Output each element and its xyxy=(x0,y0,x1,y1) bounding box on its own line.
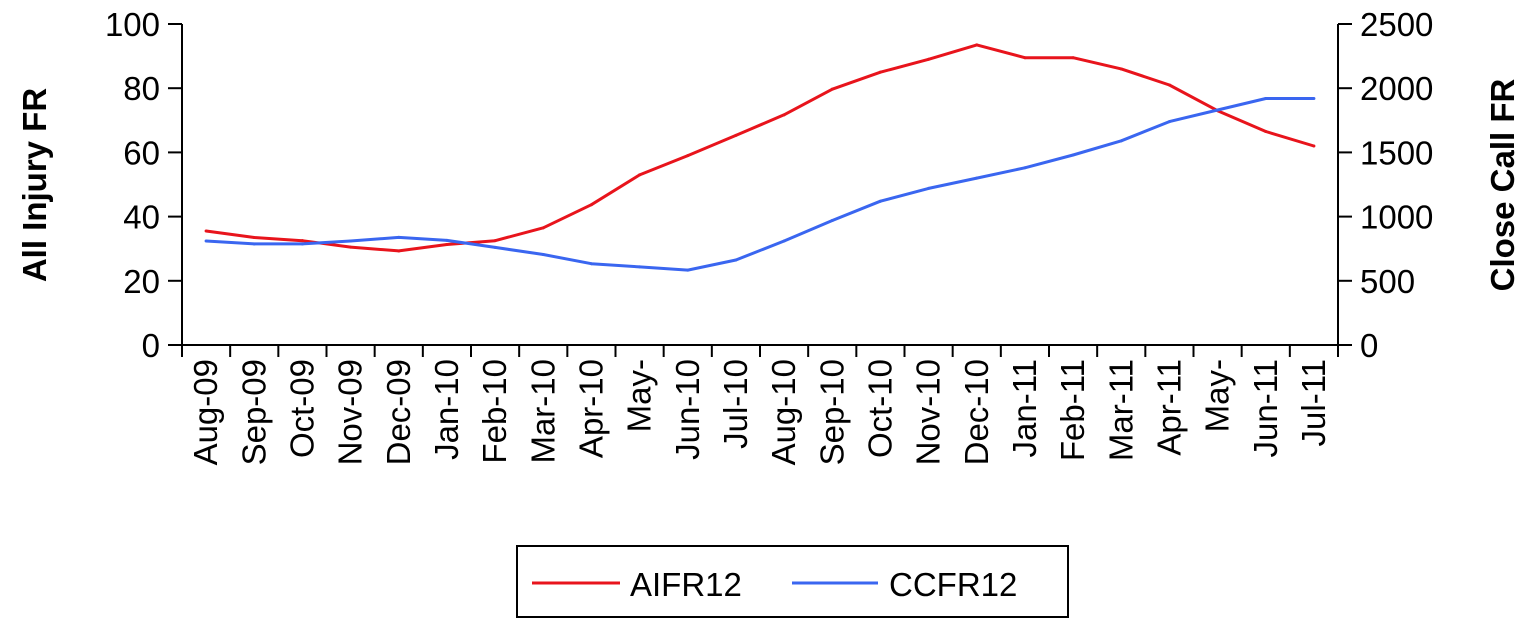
data-point-aifr12 xyxy=(1071,56,1075,60)
right-axis-tick-label: 500 xyxy=(1360,263,1415,300)
x-axis-tick-label: Oct-10 xyxy=(861,359,898,458)
right-axis-tick-label: 1000 xyxy=(1360,199,1433,236)
data-point-ccfr12 xyxy=(878,199,882,203)
data-point-ccfr12 xyxy=(349,239,353,243)
data-point-aifr12 xyxy=(541,226,545,230)
left-axis-tick-label: 40 xyxy=(123,199,160,236)
x-axis-tick-label: Sep-10 xyxy=(813,359,850,465)
data-point-ccfr12 xyxy=(1264,96,1268,100)
x-axis-tick-label: Jul-10 xyxy=(717,359,754,449)
data-point-ccfr12 xyxy=(782,239,786,243)
data-point-ccfr12 xyxy=(204,239,208,243)
data-point-ccfr12 xyxy=(1071,153,1075,157)
left-axis-title: All Injury FR xyxy=(16,88,53,283)
chart-plot-area xyxy=(204,43,1316,272)
x-axis-tick-label: Aug-10 xyxy=(765,359,802,465)
x-axis-tick-labels: Aug-09 Sep-09 Oct-09 Nov-09 Dec-09 Jan-10 Feb-… xyxy=(187,359,1332,465)
data-point-aifr12 xyxy=(300,239,304,243)
right-axis-tick-label: 1500 xyxy=(1360,134,1433,171)
data-point-aifr12 xyxy=(204,229,208,233)
data-point-ccfr12 xyxy=(686,268,690,272)
x-axis-tick-label: Nov-09 xyxy=(332,359,369,465)
data-point-ccfr12 xyxy=(927,186,931,190)
x-axis-tick-label: Jun-11 xyxy=(1247,359,1284,457)
chart-axes xyxy=(168,23,1352,357)
x-axis-tick-label: Oct-09 xyxy=(283,359,320,458)
x-axis-tick-label: Feb-11 xyxy=(1054,359,1091,461)
left-axis-tick-label: 20 xyxy=(123,263,160,300)
x-axis-tick-label: Apr-11 xyxy=(1150,359,1187,456)
left-axis-tick-labels: 0 20 40 60 80 100 xyxy=(105,6,160,364)
data-point-ccfr12 xyxy=(300,242,304,246)
x-axis-tick-label: Apr-10 xyxy=(572,359,609,458)
data-point-aifr12 xyxy=(493,239,497,243)
x-axis-tick-label: May- xyxy=(1199,359,1236,432)
x-axis-tick-label: May- xyxy=(621,359,658,432)
x-axis-tick-label: Sep-09 xyxy=(235,359,272,465)
data-point-aifr12 xyxy=(445,243,449,247)
data-point-aifr12 xyxy=(638,173,642,177)
data-point-aifr12 xyxy=(1119,67,1123,71)
x-axis-tick-label: Feb-10 xyxy=(476,359,513,464)
series-line-ccfr12 xyxy=(206,97,1314,272)
left-axis-tick-label: 0 xyxy=(142,327,160,364)
series-line-aifr12 xyxy=(205,43,1315,253)
data-point-ccfr12 xyxy=(397,235,401,239)
data-point-aifr12 xyxy=(349,245,353,249)
left-axis-tick-label: 80 xyxy=(123,70,160,107)
data-point-ccfr12 xyxy=(252,242,256,246)
data-point-ccfr12 xyxy=(734,258,738,262)
legend: AIFR12 CCFR12 xyxy=(516,545,1069,618)
data-point-ccfr12 xyxy=(1167,120,1171,124)
data-point-ccfr12 xyxy=(1312,96,1316,100)
data-point-ccfr12 xyxy=(1119,139,1123,143)
data-point-aifr12 xyxy=(734,133,738,137)
data-point-aifr12 xyxy=(927,57,931,61)
right-axis-tick-labels: 0 500 1000 1500 2000 2500 xyxy=(1360,6,1433,364)
data-point-ccfr12 xyxy=(541,252,545,256)
data-point-ccfr12 xyxy=(445,238,449,242)
x-axis-tick-label: Mar-10 xyxy=(524,359,561,464)
data-point-ccfr12 xyxy=(1216,108,1220,112)
right-axis-tick-label: 2000 xyxy=(1360,70,1433,107)
data-point-aifr12 xyxy=(589,203,593,207)
x-axis-tick-label: Jan-10 xyxy=(428,359,465,460)
x-axis-tick-label: Nov-10 xyxy=(910,359,947,465)
right-axis-title: Close Call FR xyxy=(1484,78,1521,291)
data-point-aifr12 xyxy=(830,87,834,91)
data-point-aifr12 xyxy=(1312,144,1316,148)
data-point-aifr12 xyxy=(878,70,882,74)
data-point-aifr12 xyxy=(782,113,786,117)
left-axis-tick-label: 60 xyxy=(123,134,160,171)
legend-label-ccfr12: CCFR12 xyxy=(889,566,1017,603)
x-axis-tick-label: Jun-10 xyxy=(669,359,706,460)
data-point-ccfr12 xyxy=(493,245,497,249)
data-point-aifr12 xyxy=(252,235,256,239)
data-point-ccfr12 xyxy=(638,265,642,269)
data-point-aifr12 xyxy=(1167,83,1171,87)
legend-label-aifr12: AIFR12 xyxy=(630,566,742,603)
x-axis-tick-label: Dec-10 xyxy=(958,359,995,465)
data-point-aifr12 xyxy=(1264,130,1268,134)
left-axis-tick-label: 100 xyxy=(105,6,160,43)
data-point-aifr12 xyxy=(397,249,401,253)
data-point-aifr12 xyxy=(975,43,979,47)
x-axis-tick-label: Jan-11 xyxy=(1006,359,1043,457)
x-axis-tick-label: Dec-09 xyxy=(380,359,417,465)
data-point-aifr12 xyxy=(686,154,690,158)
data-point-ccfr12 xyxy=(589,262,593,266)
data-point-ccfr12 xyxy=(1023,166,1027,170)
x-axis-tick-label: Aug-09 xyxy=(187,359,224,465)
data-point-ccfr12 xyxy=(975,176,979,180)
right-axis-tick-label: 0 xyxy=(1360,327,1378,364)
data-point-aifr12 xyxy=(1023,56,1027,60)
right-axis-tick-label: 2500 xyxy=(1360,6,1433,43)
data-point-ccfr12 xyxy=(830,218,834,222)
x-axis-tick-label: Mar-11 xyxy=(1102,359,1139,461)
x-axis-tick-label: Jul-11 xyxy=(1295,359,1332,446)
